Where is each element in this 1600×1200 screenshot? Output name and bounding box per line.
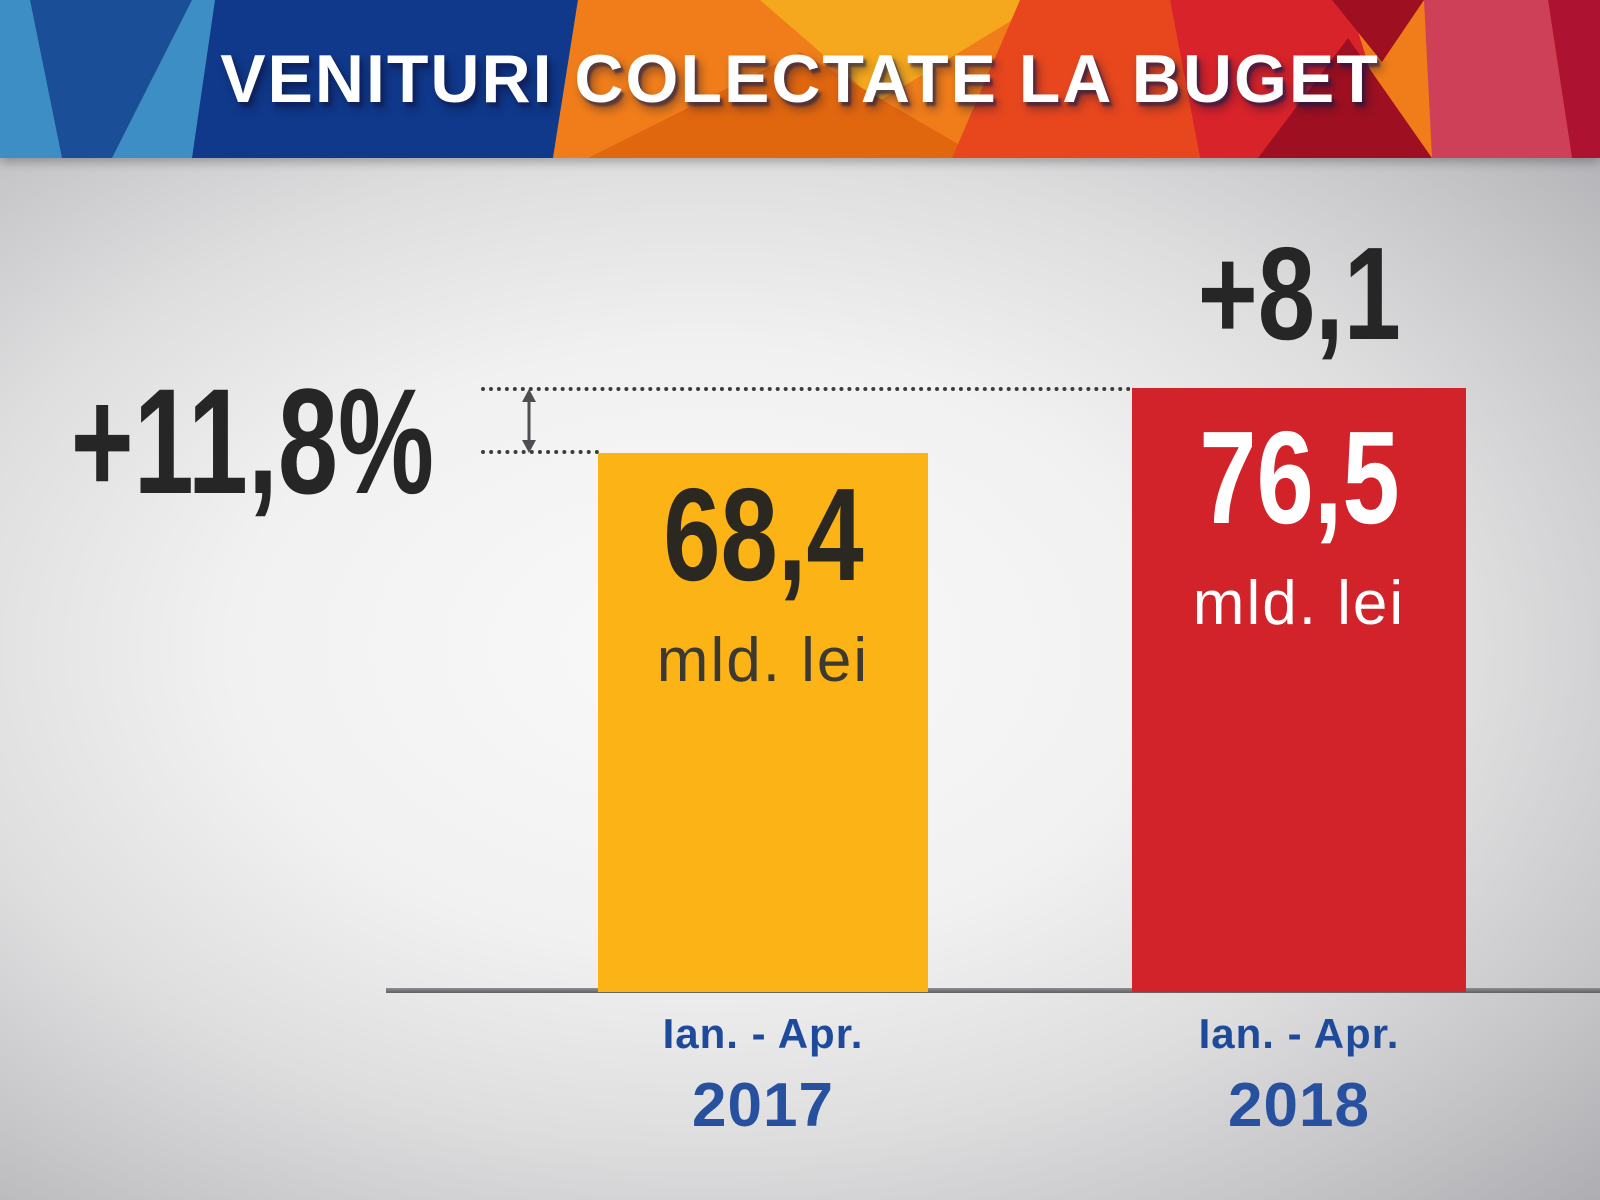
xaxis-label-2018: Ian. - Apr. 2018 — [1112, 1010, 1486, 1141]
xaxis-label-2017: Ian. - Apr. 2017 — [578, 1010, 948, 1141]
page-title: VENITURI COLECTATE LA BUGET — [220, 41, 1380, 117]
title-banner: VENITURI COLECTATE LA BUGET — [0, 0, 1600, 158]
period-label-2018: Ian. - Apr. — [1198, 1010, 1400, 1057]
bar-2018-unit: mld. lei — [1192, 569, 1406, 638]
guide-line-2017-top — [481, 450, 599, 454]
bar-2017-unit: mld. lei — [656, 626, 870, 695]
year-label-2017: 2017 — [692, 1071, 834, 1140]
difference-arrow-icon — [522, 389, 536, 453]
period-label-2017: Ian. - Apr. — [662, 1010, 864, 1057]
year-label-2018: 2018 — [1228, 1071, 1370, 1140]
banner-mosaic-background — [0, 0, 1600, 158]
bar-2018-value: 76,5 — [1198, 404, 1400, 551]
chart-baseline — [386, 988, 1600, 993]
bar-2017: 68,4 mld. lei — [598, 453, 928, 992]
guide-line-2018-top — [481, 387, 1131, 391]
percent-change-label: +11,8% — [70, 357, 434, 525]
bar-2017-value: 68,4 — [662, 461, 864, 608]
bar-2018: 76,5 mld. lei — [1132, 388, 1466, 992]
absolute-change-label: +8,1 — [1197, 220, 1401, 367]
